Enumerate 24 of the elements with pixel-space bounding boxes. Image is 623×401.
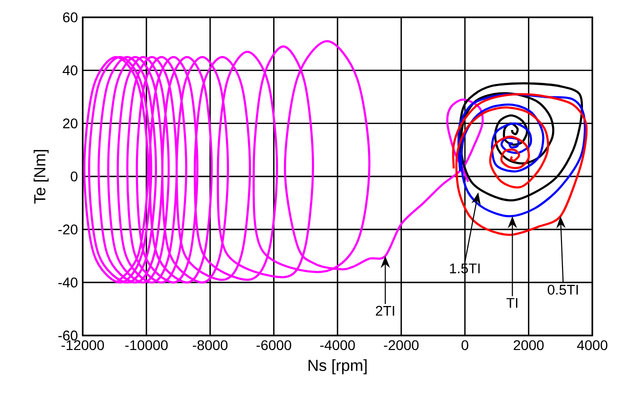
annotation: 0.5TI: [548, 284, 578, 295]
x-tick-label: -2000: [384, 340, 419, 350]
annotation: TI: [506, 298, 518, 308]
y-tick-label: 60: [63, 12, 78, 22]
y-tick-label: -20: [58, 224, 78, 234]
annotation: 2TI: [376, 306, 394, 316]
y-axis-title: Te [Nm]: [34, 150, 49, 204]
y-tick-label: -60: [58, 330, 78, 341]
y-tick-label: 0: [70, 172, 78, 182]
x-tick-label: -8000: [192, 340, 228, 350]
x-tick-label: 0: [462, 340, 468, 350]
x-tick-label: -12000: [62, 340, 104, 350]
x-tick-label: -6000: [256, 340, 292, 350]
x-tick-label: 2000: [514, 340, 544, 350]
line-series: [458, 82, 583, 202]
line-series: [83, 40, 484, 284]
y-tick-label: 40: [62, 65, 78, 76]
x-axis-title: Ns [rpm]: [308, 359, 367, 374]
y-tick-label: -40: [58, 278, 78, 288]
x-tick-label: -10000: [125, 340, 168, 350]
y-tick-label: 20: [63, 118, 78, 128]
x-tick-label: -4000: [320, 340, 355, 350]
line-series: [452, 93, 588, 236]
x-tick-label: 4000: [577, 340, 608, 350]
